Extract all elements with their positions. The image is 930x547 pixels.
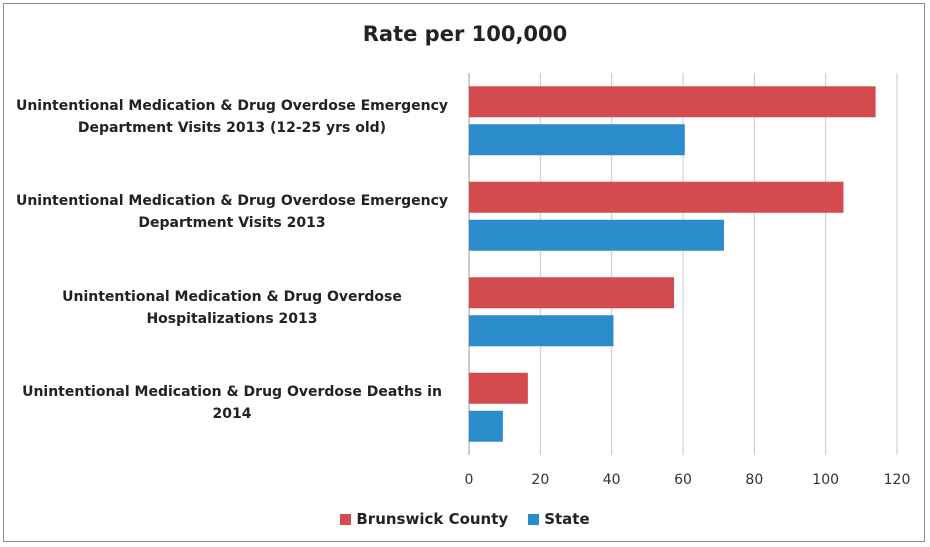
bar-brunswick-county (469, 372, 528, 404)
category-label: Unintentional Medication & Drug Overdose… (12, 190, 452, 234)
bar-state (469, 219, 725, 251)
category-label-line: Unintentional Medication & Drug Overdose… (15, 193, 449, 210)
legend-item: State (528, 510, 590, 528)
category-label: Unintentional Medication & Drug Overdose… (12, 286, 452, 330)
legend-swatch (340, 513, 352, 525)
category-label-line: Unintentional Medication & Drug Overdose (62, 288, 402, 305)
bar-brunswick-county (469, 277, 675, 309)
bar-state (469, 315, 614, 347)
bar-state (469, 124, 685, 156)
chart-title: Rate per 100,000 (362, 22, 568, 46)
bar-brunswick-county (469, 181, 844, 213)
x-tick-label: 40 (603, 472, 621, 488)
x-tick-label: 20 (531, 472, 549, 488)
category-label-line: Unintentional Medication & Drug Overdose… (15, 97, 449, 114)
category-label-line: Department Visits 2013 (138, 215, 326, 232)
legend-label: State (544, 510, 590, 528)
category-label-line: 2014 (212, 406, 252, 423)
category-label-line: Unintentional Medication & Drug Overdose… (22, 384, 442, 401)
x-tick-label: 80 (745, 472, 763, 488)
x-tick-label: 120 (884, 472, 911, 488)
category-label: Unintentional Medication & Drug Overdose… (12, 381, 452, 425)
category-label: Unintentional Medication & Drug Overdose… (12, 95, 452, 139)
x-tick-label: 0 (465, 472, 474, 488)
legend: Brunswick County State (0, 510, 930, 528)
category-label-line: Hospitalizations 2013 (146, 310, 318, 327)
legend-label: Brunswick County (356, 510, 509, 528)
bar-brunswick-county (469, 86, 876, 118)
x-tick-label: 60 (674, 472, 692, 488)
bar-state (469, 410, 503, 442)
category-label-line: Department Visits 2013 (12-25 yrs old) (77, 119, 387, 136)
legend-swatch (528, 513, 540, 525)
legend-item: Brunswick County (340, 510, 508, 528)
x-tick-label: 100 (812, 472, 839, 488)
